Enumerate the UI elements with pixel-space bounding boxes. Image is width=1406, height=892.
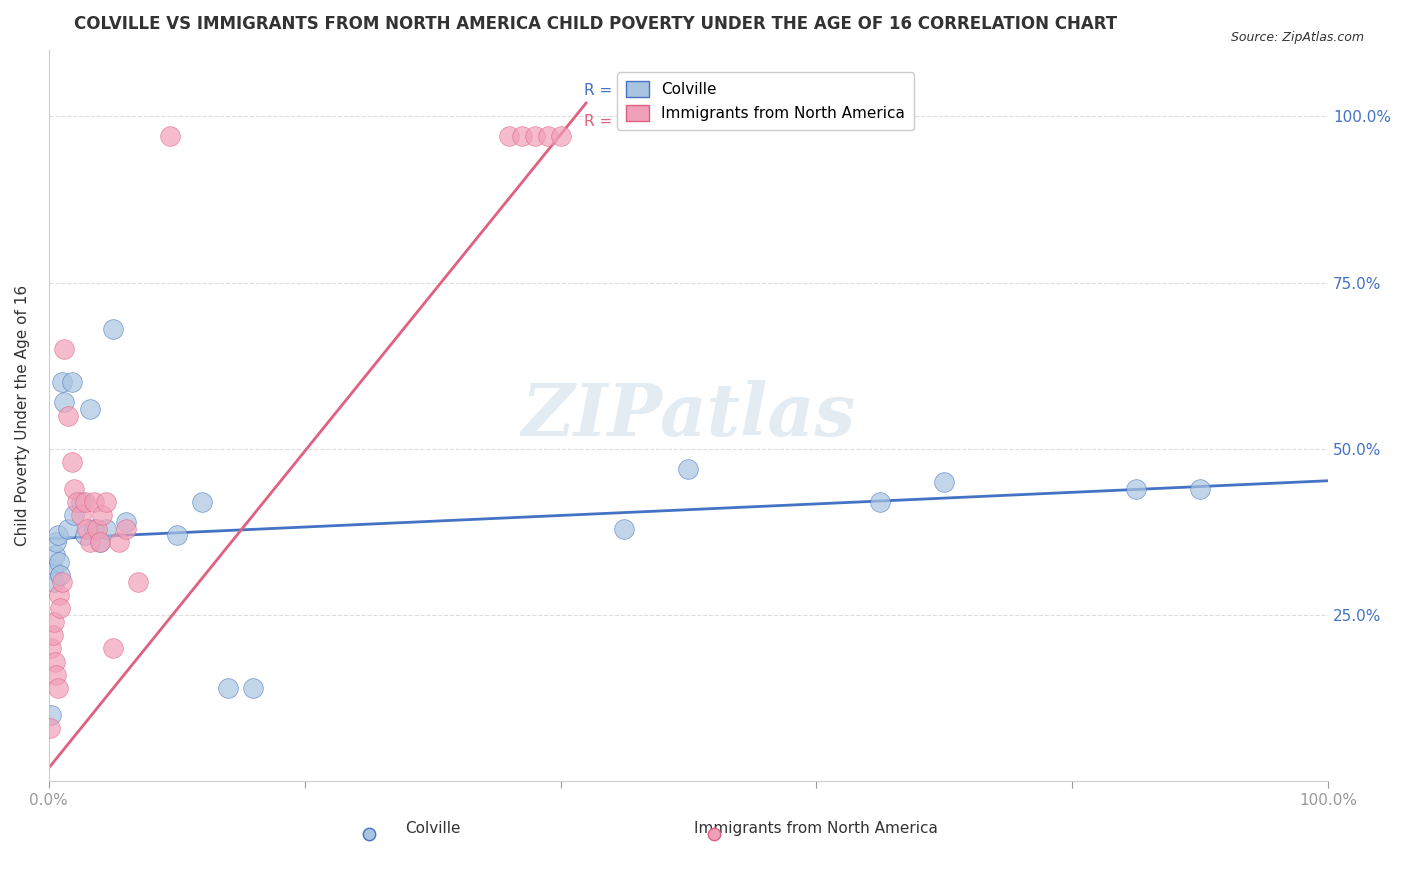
Colville	[41, 561, 63, 575]
Colville	[678, 462, 700, 476]
Immigrants from North America	[49, 601, 72, 615]
Colville	[42, 574, 65, 589]
Text: Source: ZipAtlas.com: Source: ZipAtlas.com	[1230, 31, 1364, 45]
Immigrants from North America	[63, 482, 86, 496]
Immigrants from North America	[86, 522, 108, 536]
Colville	[63, 508, 86, 523]
Immigrants from North America	[69, 508, 91, 523]
Immigrants from North America	[101, 641, 124, 656]
Colville	[1125, 482, 1147, 496]
Immigrants from North America	[56, 409, 79, 423]
Immigrants from North America	[89, 535, 111, 549]
Immigrants from North America	[108, 535, 131, 549]
Colville	[46, 528, 69, 542]
Colville	[79, 401, 101, 416]
Immigrants from North America	[42, 615, 65, 629]
Immigrants from North America	[510, 129, 533, 144]
Point	[703, 822, 725, 837]
Immigrants from North America	[76, 522, 98, 536]
Colville	[217, 681, 239, 696]
Immigrants from North America	[79, 535, 101, 549]
Colville	[83, 522, 105, 536]
Immigrants from North America	[523, 129, 546, 144]
Y-axis label: Child Poverty Under the Age of 16: Child Poverty Under the Age of 16	[15, 285, 30, 546]
Immigrants from North America	[41, 628, 63, 642]
Colville	[51, 376, 73, 390]
Immigrants from North America	[127, 574, 149, 589]
Colville	[45, 535, 67, 549]
Colville	[166, 528, 188, 542]
Text: Colville: Colville	[405, 821, 460, 836]
Immigrants from North America	[60, 455, 83, 469]
Immigrants from North America	[39, 721, 62, 735]
Colville	[934, 475, 956, 489]
Immigrants from North America	[48, 588, 70, 602]
Colville	[89, 535, 111, 549]
Colville	[60, 376, 83, 390]
Immigrants from North America	[498, 129, 520, 144]
Immigrants from North America	[83, 495, 105, 509]
Colville	[114, 515, 136, 529]
Colville	[39, 707, 62, 722]
Immigrants from North America	[114, 522, 136, 536]
Colville	[56, 522, 79, 536]
Colville	[96, 522, 118, 536]
Immigrants from North America	[550, 129, 572, 144]
Colville	[242, 681, 264, 696]
Immigrants from North America	[46, 681, 69, 696]
Immigrants from North America	[537, 129, 560, 144]
Legend: Colville, Immigrants from North America: Colville, Immigrants from North America	[617, 72, 914, 130]
Immigrants from North America	[45, 668, 67, 682]
Immigrants from North America	[51, 574, 73, 589]
Colville	[69, 495, 91, 509]
Colville	[49, 568, 72, 582]
Colville	[48, 555, 70, 569]
Immigrants from North America	[96, 495, 118, 509]
Colville	[613, 522, 636, 536]
Text: R =  0.600   N =  34: R = 0.600 N = 34	[583, 114, 738, 129]
Immigrants from North America	[53, 342, 76, 356]
Text: R =  0.103   N =  31: R = 0.103 N = 31	[583, 83, 738, 98]
Colville	[1189, 482, 1212, 496]
Text: Immigrants from North America: Immigrants from North America	[695, 821, 938, 836]
Immigrants from North America	[91, 508, 114, 523]
Immigrants from North America	[44, 655, 66, 669]
Colville	[869, 495, 891, 509]
Point	[357, 822, 380, 837]
Immigrants from North America	[73, 495, 96, 509]
Text: ZIPatlas: ZIPatlas	[522, 380, 855, 451]
Immigrants from North America	[39, 641, 62, 656]
Immigrants from North America	[159, 129, 181, 144]
Colville	[73, 528, 96, 542]
Colville	[53, 395, 76, 409]
Colville	[44, 548, 66, 562]
Colville	[101, 322, 124, 336]
Text: COLVILLE VS IMMIGRANTS FROM NORTH AMERICA CHILD POVERTY UNDER THE AGE OF 16 CORR: COLVILLE VS IMMIGRANTS FROM NORTH AMERIC…	[75, 15, 1118, 33]
Colville	[191, 495, 214, 509]
Immigrants from North America	[66, 495, 89, 509]
